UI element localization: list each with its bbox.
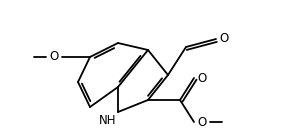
Text: O: O [197, 71, 207, 84]
Text: O: O [49, 51, 59, 63]
Text: O: O [197, 116, 207, 128]
Text: NH: NH [99, 113, 117, 127]
Text: O: O [219, 33, 229, 46]
